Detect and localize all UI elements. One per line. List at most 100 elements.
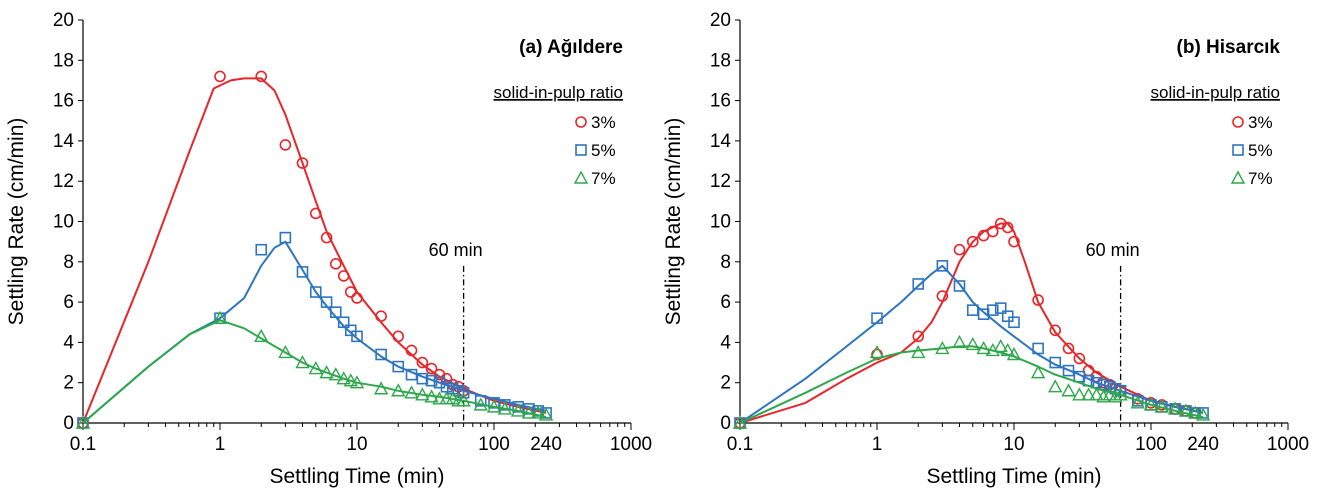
data-point	[473, 397, 488, 411]
data-point	[965, 336, 980, 351]
data-point	[309, 207, 322, 220]
data-point	[254, 328, 269, 343]
x-tick-label: 10	[346, 434, 367, 455]
data-point	[278, 345, 293, 359]
y-tick-label: 4	[63, 332, 74, 353]
data-point	[1130, 395, 1145, 409]
y-tick-label: 8	[720, 252, 731, 273]
data-point	[869, 345, 885, 359]
legend-label: 7%	[591, 169, 616, 188]
data-point	[1062, 342, 1075, 355]
data-point	[986, 225, 999, 238]
data-point	[1048, 379, 1063, 393]
y-tick-label: 16	[710, 91, 731, 112]
data-point	[1001, 221, 1014, 234]
data-point	[977, 308, 990, 320]
x-axis-title: Settling Time (min)	[926, 465, 1101, 488]
data-point	[1167, 401, 1183, 415]
data-point	[308, 361, 323, 375]
x-tick-label: 100	[478, 434, 510, 455]
data-point	[392, 360, 405, 373]
legend-marker	[575, 144, 587, 156]
legend: solid-in-pulp ratio 3% 5% 7%	[1151, 83, 1280, 188]
y-tick-label: 12	[710, 171, 731, 192]
data-point	[994, 302, 1007, 314]
x-axis-title: Settling Time (min)	[269, 465, 444, 488]
y-tick-label: 10	[53, 212, 74, 233]
data-point	[474, 395, 487, 407]
data-point	[1072, 387, 1087, 401]
y-tick-label: 18	[53, 50, 74, 71]
data-point	[415, 387, 430, 401]
x-tick-label: 1	[215, 434, 226, 455]
data-point	[1049, 356, 1062, 369]
panel-title: (a) Ağıldere	[519, 37, 623, 58]
data-point	[871, 312, 883, 325]
data-point	[212, 310, 228, 324]
data-point	[320, 296, 333, 308]
data-point	[1008, 316, 1020, 329]
data-point	[373, 381, 389, 395]
data-point	[1061, 383, 1076, 397]
legend-marker	[573, 170, 589, 184]
data-point	[912, 278, 925, 290]
y-tick-label: 6	[63, 292, 74, 313]
data-point	[404, 385, 419, 399]
data-point	[1081, 387, 1096, 401]
data-point	[732, 415, 748, 429]
y-tick-label: 2	[63, 373, 74, 394]
data-point	[328, 367, 343, 381]
data-point	[499, 399, 511, 411]
data-point	[953, 280, 966, 292]
data-point	[1113, 387, 1128, 401]
y-tick-label: 20	[710, 10, 731, 31]
data-point	[416, 372, 429, 385]
legend-label: 3%	[1248, 113, 1273, 132]
data-point	[1073, 352, 1086, 365]
x-tick-label: 1000	[610, 434, 652, 455]
data-point	[75, 415, 91, 429]
legend-label: 5%	[1248, 141, 1273, 160]
data-point	[405, 344, 418, 357]
x-tick-label: 240	[530, 434, 562, 455]
legend: solid-in-pulp ratio 3% 5% 7%	[494, 83, 623, 188]
legend-marker	[1232, 116, 1244, 128]
data-point	[337, 270, 350, 282]
data-point	[1001, 310, 1014, 323]
data-point	[320, 231, 333, 244]
data-point	[976, 340, 991, 355]
legend-marker	[1230, 170, 1246, 184]
data-point	[1062, 364, 1075, 377]
annotation-label: 60 min	[1086, 240, 1140, 260]
data-point	[255, 243, 268, 256]
data-point	[966, 235, 979, 248]
data-point	[936, 260, 949, 272]
series-7pct	[732, 334, 1211, 429]
y-tick-label: 14	[53, 131, 75, 152]
data-point	[936, 290, 949, 302]
legend-title: solid-in-pulp ratio	[1151, 83, 1280, 102]
data-point	[1154, 399, 1170, 413]
x-tick-label: 0.1	[727, 434, 753, 455]
x-tick-label: 10	[1003, 434, 1024, 455]
fit-curve	[739, 345, 1204, 424]
legend-title: solid-in-pulp ratio	[494, 83, 623, 102]
x-tick-label: 1000	[1267, 434, 1309, 455]
series-5pct	[734, 260, 1209, 429]
data-point	[1143, 397, 1159, 411]
data-point	[457, 386, 470, 399]
data-point	[309, 286, 322, 298]
x-tick-label: 100	[1135, 434, 1167, 455]
data-point	[391, 383, 406, 397]
y-tick-label: 4	[720, 332, 731, 353]
data-point	[521, 405, 537, 419]
data-point	[440, 372, 453, 385]
data-point	[993, 338, 1008, 353]
data-point	[1096, 389, 1111, 403]
data-point	[425, 374, 438, 387]
chart-panel-1: 0 2 4 6 8 10 12 14 16 18 20 0.1 1 10 100 240 1000 Settlin…	[5, 10, 652, 488]
data-point	[1008, 235, 1020, 248]
data-point	[1006, 347, 1022, 361]
panel-title: (b) Hisarcık	[1177, 37, 1281, 58]
data-point	[296, 266, 309, 278]
